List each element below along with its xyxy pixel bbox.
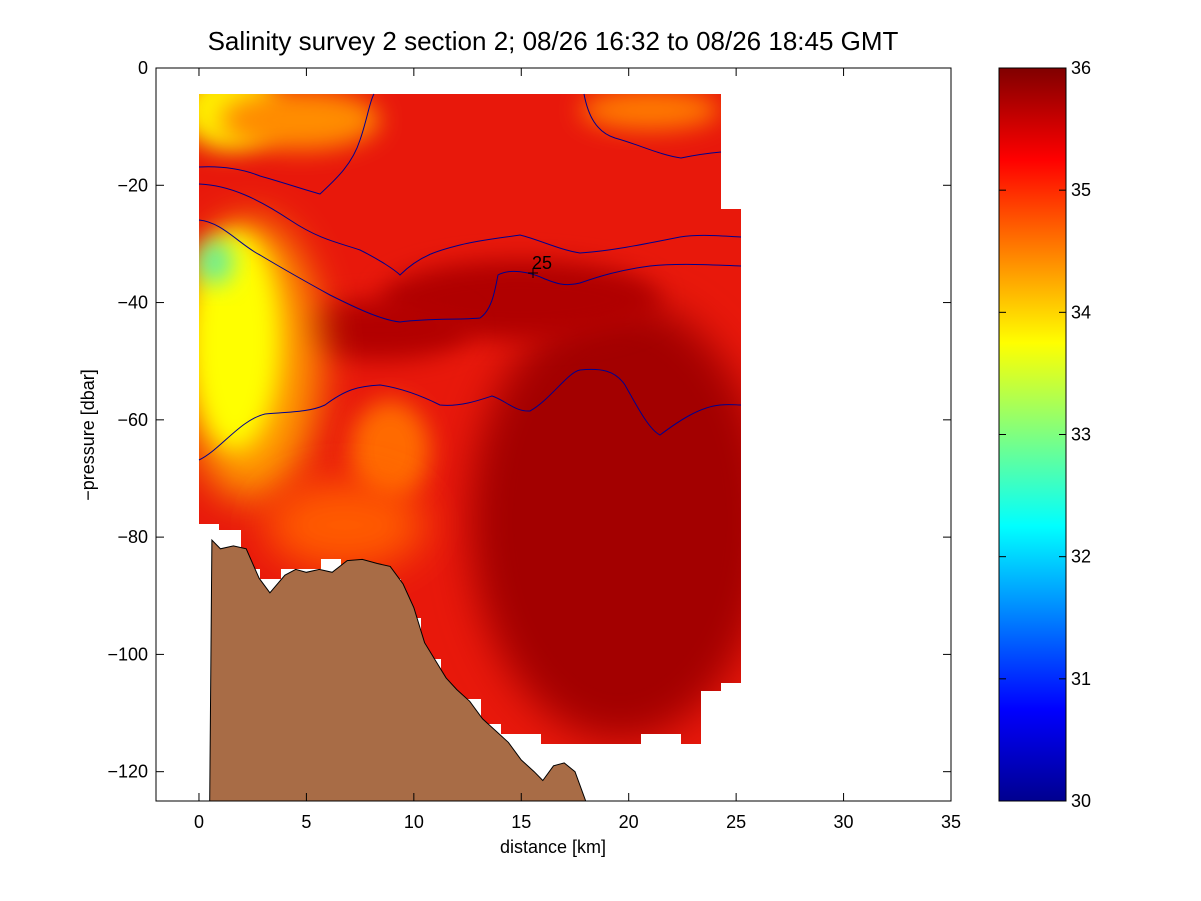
y-tick-label: −20 (117, 175, 148, 195)
salinity-max-band (290, 300, 470, 360)
colorbar-tick-label: 34 (1071, 302, 1091, 322)
colorbar-tick-label: 36 (1071, 58, 1091, 78)
chart-title: Salinity survey 2 section 2; 08/26 16:32… (208, 26, 899, 56)
colorbar-tick-label: 33 (1071, 425, 1091, 445)
plot-area: 25 (198, 93, 742, 801)
colorbar-tick-label: 31 (1071, 669, 1091, 689)
y-tick-label: −120 (107, 762, 148, 782)
y-tick-label: −100 (107, 644, 148, 664)
salinity-field (199, 94, 741, 744)
x-axis-label: distance [km] (500, 837, 606, 857)
colorbar-ticks: 30 31 32 33 34 35 36 (999, 58, 1091, 811)
contour-line (198, 93, 375, 195)
plot-frame (155, 67, 952, 802)
colorbar: 30 31 32 33 34 35 36 (998, 58, 1091, 811)
x-axis: 0 5 10 15 20 25 30 35 (194, 68, 961, 832)
y-tick-label: −40 (117, 293, 148, 313)
salinity-min-patch (199, 240, 233, 284)
x-tick-label: 5 (301, 812, 311, 832)
salinity-max-core (470, 300, 741, 740)
salinity-surface-orange (580, 94, 720, 130)
contour-label-marker (528, 268, 538, 278)
colorbar-gradient (998, 67, 1067, 802)
y-axis-label: −pressure [dbar] (78, 369, 98, 501)
y-axis: 0 −20 −40 −60 −80 −100 −120 (107, 58, 951, 782)
salinity-orange-patch (265, 480, 425, 570)
x-tick-label: 10 (404, 812, 424, 832)
x-tick-label: 35 (941, 812, 961, 832)
colorbar-tick-label: 30 (1071, 791, 1091, 811)
x-tick-label: 30 (834, 812, 854, 832)
colorbar-tick-label: 35 (1071, 180, 1091, 200)
x-tick-label: 20 (619, 812, 639, 832)
contour-label: 25 (532, 253, 552, 273)
contour-line (198, 368, 742, 461)
colorbar-tick-label: 32 (1071, 547, 1091, 567)
contour-label-group: 25 (528, 253, 552, 278)
contour-lines (198, 93, 742, 461)
x-tick-label: 0 (194, 812, 204, 832)
x-tick-label: 15 (511, 812, 531, 832)
x-tick-label: 25 (726, 812, 746, 832)
y-tick-label: −60 (117, 410, 148, 430)
contour-line (583, 93, 722, 159)
y-tick-label: 0 (138, 58, 148, 78)
contour-line (198, 219, 742, 323)
y-tick-label: −80 (117, 527, 148, 547)
salinity-min-wedge (199, 230, 280, 450)
bathymetry-land (209, 538, 587, 801)
salinity-orange-patch (350, 400, 430, 500)
salinity-surface-orange (220, 94, 380, 150)
contour-line (198, 183, 742, 276)
